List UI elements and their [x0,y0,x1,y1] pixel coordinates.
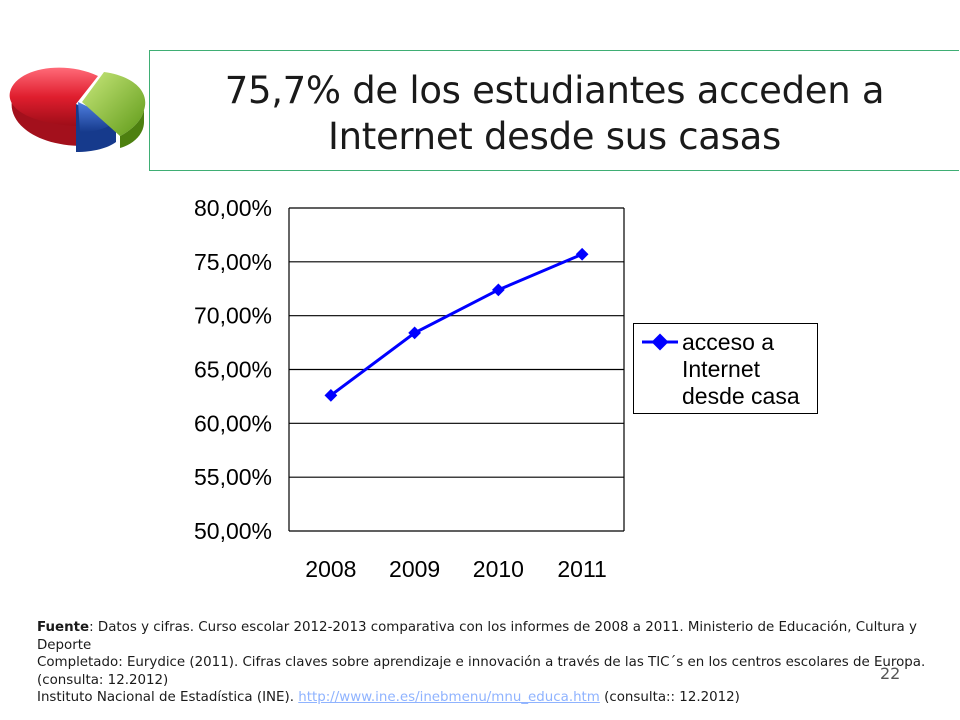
x-axis-labels: 2008 2009 2010 2011 [305,556,607,582]
y-tick-label: 50,00% [194,518,272,544]
pie-chart-icon [9,67,146,152]
ine-link[interactable]: http://www.ine.es/inebmenu/mnu_educa.htm [298,690,600,705]
chart-grid [288,207,625,532]
ine-suffix: (consulta:: 12.2012) [599,690,740,705]
data-point [408,326,421,340]
y-tick-label: 65,00% [194,357,272,383]
y-tick-label: 60,00% [194,410,272,436]
data-point [575,247,589,261]
x-tick-label: 2008 [305,556,356,582]
ine-text: Instituto Nacional de Estadística (INE). [37,690,299,705]
y-tick-label: 80,00% [194,195,272,221]
legend-line-marker [642,333,678,351]
source-notes: Fuente: Datos y cifras. Curso escolar 20… [37,619,953,707]
y-tick-label: 70,00% [194,303,272,329]
slide-title-line2: Internet desde sus casas [327,114,782,158]
ine-line: Instituto Nacional de Estadística (INE).… [37,689,953,707]
slide-title: 75,7% de los estudiantes acceden a Inter… [225,62,885,160]
y-axis-labels: 80,00% 75,00% 70,00% 65,00% 60,00% 55,00% 50,0… [194,195,272,544]
chart-series [324,247,589,402]
source-label: Fuente [37,620,90,635]
data-point [324,388,338,402]
chart-legend: acceso a Internet desde casa [633,323,818,414]
legend-label: acceso a Internet desde casa [682,329,800,409]
y-tick-label: 55,00% [194,464,272,490]
x-tick-label: 2011 [557,556,606,582]
page-number: 22 [880,664,901,683]
x-tick-label: 2009 [389,556,440,582]
slide-title-line1: 75,7% de los estudiantes acceden a [224,68,885,112]
completed-line: Completado: Eurydice (2011). Cifras clav… [37,655,926,688]
source-text: : Datos y cifras. Curso escolar 2012-201… [37,620,917,653]
series-line [329,252,583,397]
data-point [492,283,505,297]
title-box: 75,7% de los estudiantes acceden a Inter… [149,50,959,171]
x-tick-label: 2010 [473,556,524,582]
line-chart: 80,00% 75,00% 70,00% 65,00% 60,00% 55,00% 50,0… [194,195,625,582]
source-line: Fuente: Datos y cifras. Curso escolar 20… [37,619,953,654]
y-tick-label: 75,00% [194,249,272,275]
